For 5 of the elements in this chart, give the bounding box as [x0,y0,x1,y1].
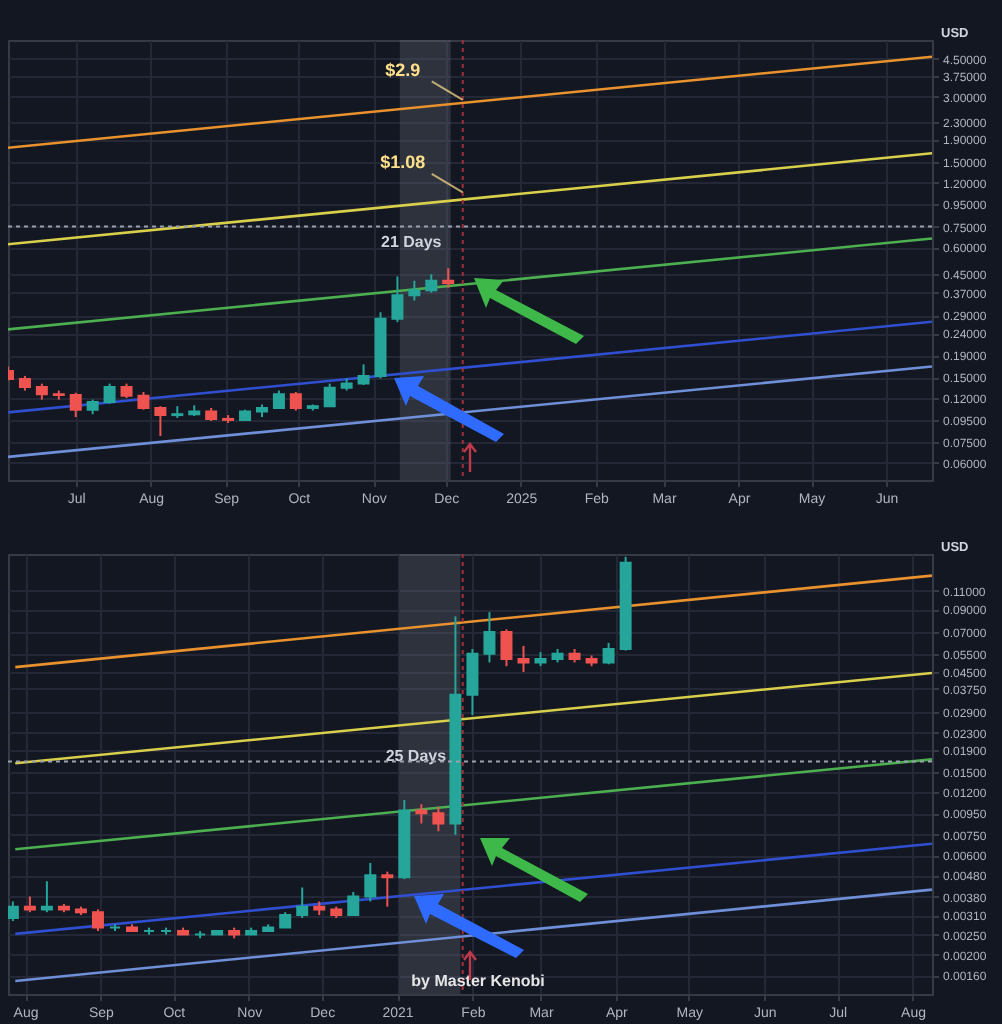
band-label: 25 Days [385,747,448,766]
annotation: $2.9 [385,59,421,80]
band-label: 21 Days [381,233,443,252]
annotation: $1.08 [380,152,426,173]
annotation: by Master Kenobi [411,972,545,990]
